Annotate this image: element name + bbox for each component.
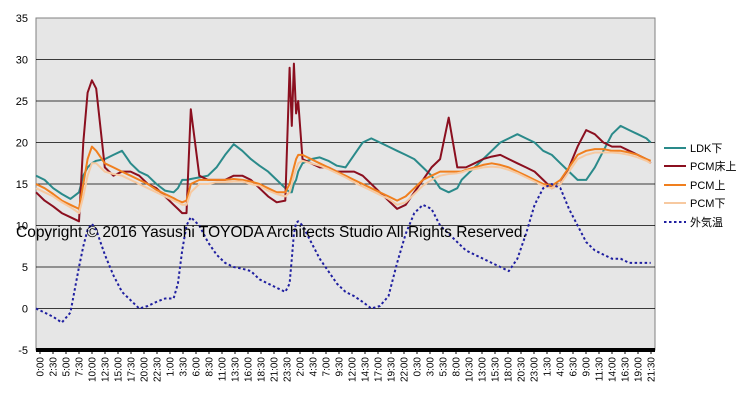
x-tick-label: 13:00 <box>478 357 489 382</box>
x-tick-label: 9:30 <box>335 357 346 377</box>
x-tick-label: 6:30 <box>569 357 580 377</box>
series-line-4 <box>35 183 651 324</box>
x-tick-label: 9:00 <box>582 357 593 377</box>
legend-label: PCM下 <box>690 198 725 210</box>
x-tick-label: 22:30 <box>153 357 164 382</box>
x-tick-label: 20:00 <box>140 357 151 382</box>
x-tick-label: 22:00 <box>400 357 411 382</box>
x-axis: 0:00 2:30 5:00 7:30 10:00 12:30 15:00 17:30 20:0… <box>36 348 658 382</box>
x-tick-label: 3:00 <box>426 357 437 377</box>
x-tick-label: 18:00 <box>504 357 515 382</box>
gridlines <box>36 59 655 309</box>
x-tick-label: 16:30 <box>621 357 632 382</box>
series-line-2 <box>35 145 652 210</box>
y-tick-label: 30 <box>16 55 28 67</box>
x-tick-label: 13:30 <box>231 357 242 382</box>
x-tick-label: 23:00 <box>530 357 541 382</box>
x-tick-label: 14:30 <box>361 357 372 382</box>
x-tick-label: 0:30 <box>413 357 424 377</box>
x-tick-label: 8:30 <box>205 357 216 377</box>
x-tick-label: 21:00 <box>270 357 281 382</box>
legend-label: 外気温 <box>690 215 723 229</box>
x-tick-label: 16:00 <box>244 357 255 382</box>
x-tick-label: 1:00 <box>166 357 177 377</box>
y-tick-label: 10 <box>16 221 28 233</box>
x-tick-label: 12:00 <box>348 357 359 382</box>
x-tick-label: 15:00 <box>114 357 125 382</box>
x-tick-label: 2:00 <box>296 357 307 377</box>
y-tick-label: 20 <box>16 138 28 150</box>
x-tick-label: 8:00 <box>452 357 463 377</box>
x-tick-label: 4:30 <box>309 357 320 377</box>
x-tick-label: 17:00 <box>374 357 385 382</box>
x-tick-label: 12:30 <box>101 357 112 382</box>
legend-label: PCM床上 <box>690 159 736 173</box>
y-tick-label: 5 <box>22 262 28 274</box>
data-series <box>35 62 652 324</box>
x-tick-label: 19:30 <box>387 357 398 382</box>
y-tick-label: 35 <box>16 13 28 25</box>
x-tick-label: 7:30 <box>75 357 86 377</box>
x-tick-label: 10:30 <box>465 357 476 382</box>
x-tick-label: 20:30 <box>517 357 528 382</box>
x-tick-label: 1:30 <box>543 357 554 377</box>
x-tick-label: 11:00 <box>218 357 229 382</box>
legend-label: PCM上 <box>690 179 725 192</box>
y-tick-label: 0 <box>22 304 28 316</box>
legend-label: LDK下 <box>690 143 722 155</box>
x-tick-label: 10:00 <box>88 357 99 382</box>
x-tick-label: 4:00 <box>556 357 567 377</box>
x-tick-label: 5:30 <box>439 357 450 377</box>
x-axis-line <box>36 348 655 352</box>
x-tick-label: 18:30 <box>257 357 268 382</box>
x-tick-label: 23:30 <box>283 357 294 382</box>
series-line-3 <box>35 151 652 215</box>
x-tick-label: 5:00 <box>62 357 73 377</box>
x-tick-label: 7:00 <box>322 357 333 377</box>
y-axis-tick-labels: -5 0 5 10 15 20 25 30 35 <box>16 13 28 357</box>
y-tick-label: 15 <box>16 179 28 191</box>
x-tick-label: 6:00 <box>192 357 203 377</box>
x-tick-label: 21:30 <box>647 357 658 382</box>
x-tick-label: 0:00 <box>36 357 47 377</box>
y-tick-label: -5 <box>18 345 28 357</box>
x-tick-label: 3:30 <box>179 357 190 377</box>
x-tick-label: 2:30 <box>49 357 60 377</box>
copyright-watermark: Copyright © 2016 Yasushi TOYODA Architec… <box>16 224 527 241</box>
series-line-0 <box>35 124 652 200</box>
x-tick-label: 11:30 <box>595 357 606 382</box>
x-tick-label: 15:30 <box>491 357 502 382</box>
x-tick-label: 17:30 <box>127 357 138 382</box>
x-tick-label: 14:00 <box>608 357 619 382</box>
y-tick-label: 25 <box>16 96 28 108</box>
x-tick-label: 19:00 <box>634 357 645 382</box>
